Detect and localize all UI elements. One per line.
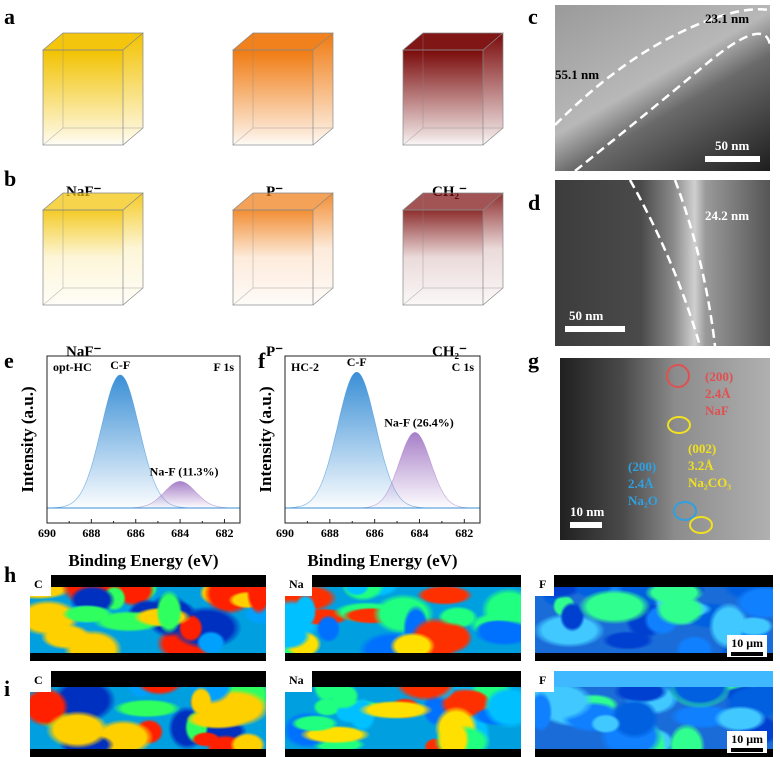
tof-sims-cube-p — [228, 30, 338, 160]
panel-label-b: b — [4, 166, 17, 191]
tof-sims-cube-p — [228, 190, 338, 320]
tof-sims-cube-naf — [38, 30, 148, 160]
element-label: F — [535, 575, 555, 596]
plot-frame — [284, 355, 481, 524]
eds-map-c: C — [30, 671, 266, 757]
x-tick-label: 684 — [171, 526, 189, 540]
naf-annotation: (200) 2.4Å NaF — [705, 369, 734, 418]
panel-label-a: a — [4, 4, 15, 29]
panel-label-c: c — [528, 4, 538, 29]
region-label: F 1s — [213, 360, 234, 374]
x-tick-label: 682 — [455, 526, 473, 540]
panel-label-e: e — [4, 348, 14, 373]
scale-bar — [565, 326, 625, 332]
peak-label: Na-F (11.3%) — [150, 464, 219, 478]
cube-label: P⁻ — [266, 344, 284, 360]
tof-sims-cube-naf — [38, 190, 148, 320]
eds-map-na: Na — [285, 575, 521, 661]
tem-image-c: 23.1 nm 55.1 nm 50 nm — [555, 5, 770, 171]
sample-label: opt-HC — [53, 360, 92, 374]
plot-frame — [46, 355, 241, 524]
panel-label-g: g — [528, 348, 539, 373]
scale-bar: 10 μm — [727, 635, 767, 657]
y-axis-label: Intensity (a.u.) — [256, 386, 275, 492]
scale-bar — [570, 522, 602, 528]
x-tick-label: 686 — [366, 526, 384, 540]
panel-label-i: i — [4, 676, 11, 701]
tof-sims-cube-ch2 — [398, 30, 508, 160]
x-axis-label: Binding Energy (eV) — [307, 551, 457, 570]
na2co3-annotation: (002) 3.2Å Na₂CO₃ — [688, 441, 732, 490]
panel-label-f: f — [258, 348, 266, 373]
element-label: C — [30, 671, 51, 692]
element-label: F — [535, 671, 555, 692]
scale-bar — [705, 156, 760, 162]
scale-bar-label: 10 nm — [570, 504, 605, 519]
panel-label-d: d — [528, 190, 541, 215]
panel-label-h: h — [4, 562, 17, 587]
peak-label: C-F — [347, 355, 367, 369]
x-tick-label: 686 — [127, 526, 145, 540]
x-tick-label: 688 — [82, 526, 100, 540]
y-axis-label: Intensity (a.u.) — [18, 386, 37, 492]
sample-label: HC-2 — [291, 360, 319, 374]
peak-area — [46, 374, 240, 509]
eds-map-na: Na — [285, 671, 521, 757]
peak-label: C-F — [110, 358, 130, 372]
x-tick-label: 682 — [215, 526, 233, 540]
x-axis-label: Binding Energy (eV) — [68, 551, 218, 570]
eds-map-f: F 10 μm — [535, 575, 773, 661]
peak-label: Na-F (26.4%) — [384, 415, 454, 429]
x-tick-label: 684 — [410, 526, 428, 540]
x-tick-label: 690 — [276, 526, 294, 540]
eds-map-f: F 10 μm — [535, 671, 773, 757]
peak-area — [284, 371, 480, 509]
x-tick-label: 688 — [321, 526, 339, 540]
scale-bar: 10 μm — [727, 731, 767, 753]
scale-bar-label: 50 nm — [569, 308, 604, 323]
thickness-label: 23.1 nm — [705, 11, 750, 26]
thickness-label: 24.2 nm — [705, 208, 750, 223]
x-tick-label: 690 — [38, 526, 56, 540]
xps-chart-f: C-F Na-F (26.4%) 690 688 686 684 682 HC-2 C 1s Bi… — [256, 355, 481, 570]
element-label: Na — [285, 575, 312, 596]
element-label: C — [30, 575, 51, 596]
eds-map-c: C — [30, 575, 266, 661]
xps-chart-e: C-F Na-F (11.3%) 690 688 686 684 682 opt-HC F 1s… — [18, 355, 241, 570]
tof-sims-cube-ch2 — [398, 190, 508, 320]
thickness-label: 55.1 nm — [555, 67, 600, 82]
element-label: Na — [285, 671, 312, 692]
tem-image-g: (200) 2.4Å NaF (002) 3.2Å Na₂CO₃ (200) 2.4Å Na… — [560, 358, 770, 540]
region-label: C 1s — [452, 360, 475, 374]
scale-bar-label: 50 nm — [715, 138, 750, 153]
tem-image-d: 24.2 nm 50 nm — [555, 180, 770, 346]
na2o-annotation: (200) 2.4Å Na₂O — [628, 459, 658, 508]
